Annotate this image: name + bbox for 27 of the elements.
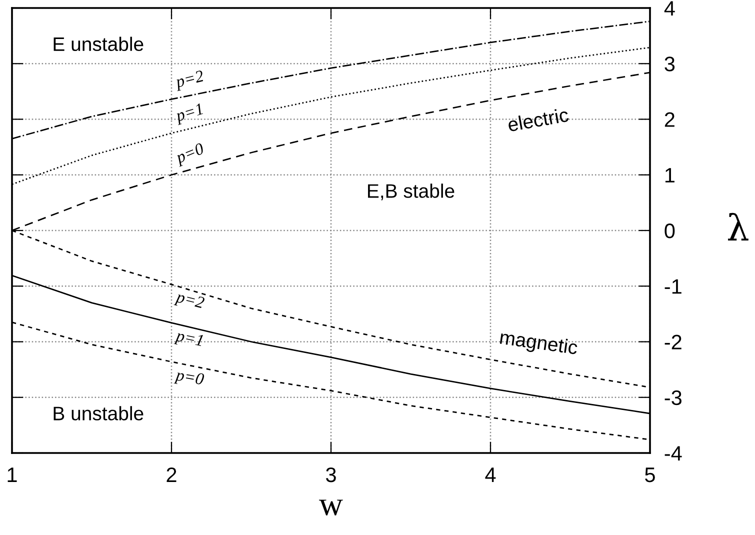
y-tick-label: -3 xyxy=(664,390,682,406)
x-axis-title: w xyxy=(318,500,343,516)
x-tick-label: 3 xyxy=(326,467,336,482)
y-tick-label: -4 xyxy=(664,446,682,461)
x-tick-label: 4 xyxy=(485,468,496,482)
annotation: E,B stable xyxy=(368,184,454,200)
y-tick-label: 3 xyxy=(664,56,675,72)
y-tick-label: 4 xyxy=(664,1,675,16)
y-tick-label: -1 xyxy=(664,279,682,294)
x-tick-label: 1 xyxy=(8,468,17,482)
y-tick-label: 1 xyxy=(665,168,674,182)
text: p=1 xyxy=(174,103,204,126)
annotation: magnetic xyxy=(499,330,578,358)
y-axis-title: λ xyxy=(728,212,748,240)
y-tick-label: -2 xyxy=(664,334,682,350)
y-tick-label: 2 xyxy=(664,112,674,127)
annotation: E unstable xyxy=(54,36,144,52)
text: p=2 xyxy=(174,290,205,312)
annotation: B unstable xyxy=(54,406,144,420)
text: p=1 xyxy=(174,330,204,350)
text: p=2 xyxy=(174,70,206,92)
y-tick-label: 0 xyxy=(664,224,675,238)
annotation: electric xyxy=(507,107,570,132)
text: p=0 xyxy=(174,368,205,388)
text: p=0 xyxy=(174,142,206,167)
x-tick-label: 2 xyxy=(166,467,176,482)
x-tick-label: 5 xyxy=(645,468,655,482)
